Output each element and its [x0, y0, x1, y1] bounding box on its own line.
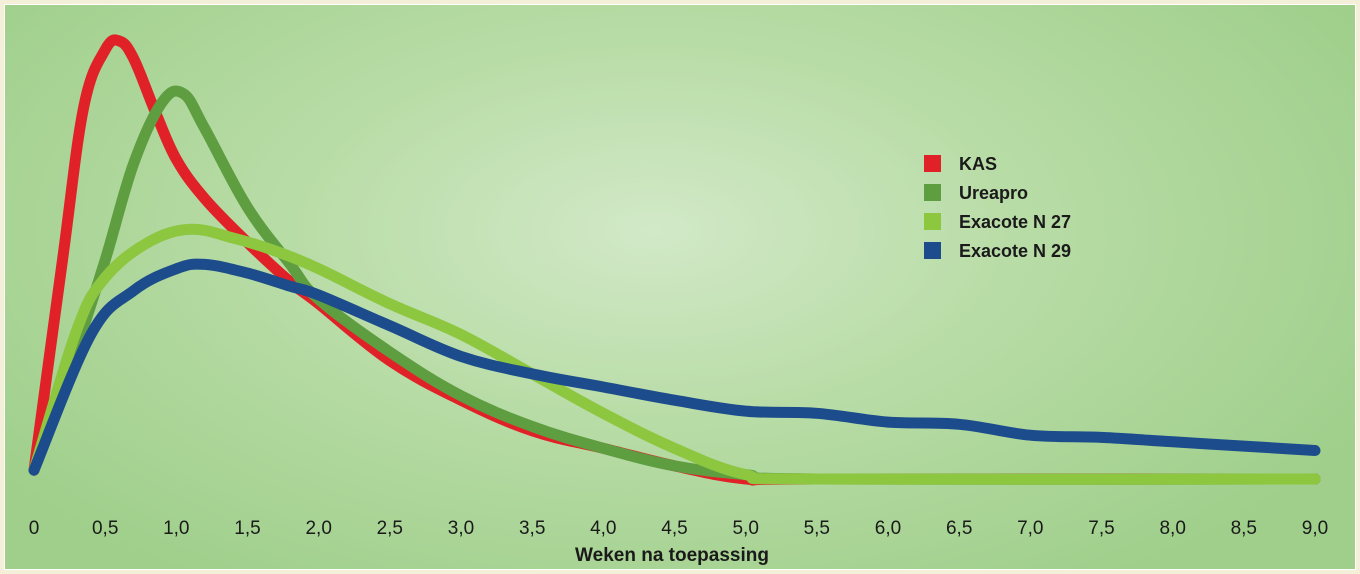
x-tick-label: 1,5	[234, 518, 260, 539]
legend-label: KAS	[959, 154, 997, 174]
x-axis-ticks: 0 0,5 1,0 1,5 2,0 2,5 3,0 3,5 4,0 4,5 5,0 5,5 6,0 6,5…	[29, 518, 1329, 539]
x-tick-label: 9,0	[1302, 518, 1328, 539]
x-tick-label: 3,5	[519, 518, 545, 539]
line-chart: 0 0,5 1,0 1,5 2,0 2,5 3,0 3,5 4,0 4,5 5,0 5,5 6,0 6,5…	[28, 34, 1329, 566]
legend-swatch	[924, 242, 941, 259]
x-tick-label: 8,0	[1159, 518, 1185, 539]
x-tick-label: 3,0	[448, 518, 474, 539]
x-axis-title: Weken na toepassing	[575, 545, 769, 566]
x-tick-label: 0	[29, 518, 40, 539]
legend-swatch	[924, 155, 941, 172]
x-tick-label: 6,5	[946, 518, 972, 539]
series-lines	[28, 34, 1321, 486]
series-line-exacote-n-29	[28, 258, 1321, 476]
x-tick-label: 5,0	[732, 518, 758, 539]
x-tick-label: 4,5	[661, 518, 687, 539]
x-tick-label: 6,0	[875, 518, 901, 539]
legend-label: Exacote N 27	[959, 212, 1071, 232]
legend-label: Ureapro	[959, 183, 1028, 203]
x-tick-label: 1,0	[163, 518, 189, 539]
x-tick-label: 8,5	[1231, 518, 1257, 539]
legend-swatch	[924, 184, 941, 201]
series-line-ureapro	[28, 85, 1321, 485]
legend-swatch	[924, 213, 941, 230]
legend: KAS Ureapro Exacote N 27 Exacote N 29	[924, 154, 1071, 261]
x-tick-label: 7,5	[1088, 518, 1114, 539]
x-tick-label: 2,5	[377, 518, 403, 539]
legend-label: Exacote N 29	[959, 241, 1071, 261]
series-line-exacote-n-27	[28, 223, 1321, 485]
x-tick-label: 4,0	[590, 518, 616, 539]
x-tick-label: 5,5	[804, 518, 830, 539]
x-tick-label: 2,0	[305, 518, 331, 539]
series-line-kas	[28, 34, 1321, 486]
x-tick-label: 7,0	[1017, 518, 1043, 539]
chart-frame: 0 0,5 1,0 1,5 2,0 2,5 3,0 3,5 4,0 4,5 5,0 5,5 6,0 6,5…	[4, 4, 1356, 570]
x-tick-label: 0,5	[92, 518, 118, 539]
